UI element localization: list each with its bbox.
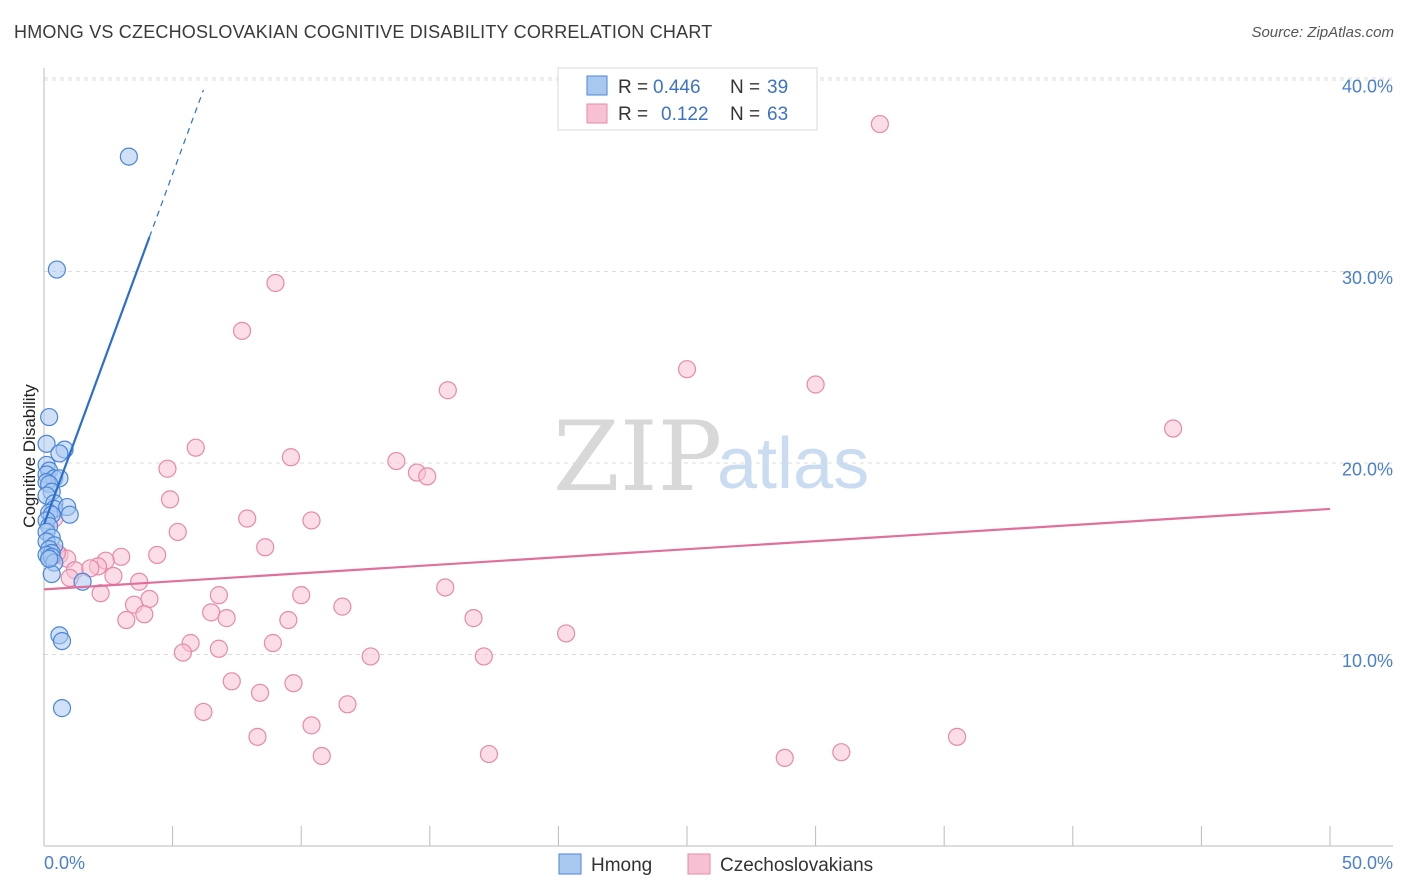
- watermark-atlas: atlas: [717, 424, 869, 504]
- czech-point: [677, 360, 697, 379]
- czech-point: [438, 381, 457, 400]
- hmong-point: [60, 505, 79, 524]
- czechoslovakians-points: [45, 114, 1183, 768]
- x-tick-label-min: 0.0%: [44, 853, 85, 873]
- source-note: Source: ZipAtlas.com: [1251, 24, 1394, 41]
- czech-point: [775, 748, 794, 768]
- hmong-bottom-swatch: [558, 853, 582, 875]
- hmong-points: [37, 147, 138, 718]
- czech-point: [202, 603, 221, 622]
- czech-point: [158, 459, 177, 478]
- czech-r-value: 0.122: [661, 104, 709, 125]
- czech-point: [238, 509, 257, 528]
- czech-point: [250, 683, 270, 702]
- czech-n-value: 63: [767, 104, 788, 125]
- y-tick-labels: 10.0% 20.0% 30.0% 40.0%: [1342, 77, 1393, 672]
- y-tick-label: 30.0%: [1342, 268, 1393, 288]
- hmong-r-value: 0.446: [653, 77, 701, 98]
- hmong-point: [50, 444, 69, 463]
- czech-point: [186, 438, 205, 457]
- hmong-r-label: R =: [618, 77, 648, 98]
- czech-point: [947, 727, 967, 746]
- hmong-legend-label: Hmong: [591, 855, 652, 876]
- axes: [43, 68, 1393, 847]
- czech-point: [160, 490, 180, 509]
- czech-trend-line: [43, 507, 1331, 591]
- y-tick-label: 20.0%: [1342, 460, 1393, 480]
- hmong-point: [52, 699, 72, 718]
- hmong-point: [47, 260, 66, 279]
- czech-point: [557, 624, 576, 643]
- y-axis-title: Cognitive Disability: [20, 384, 39, 528]
- czech-point: [806, 375, 825, 394]
- czech-point: [464, 609, 483, 628]
- czech-n-label: N =: [730, 104, 760, 125]
- czech-point: [266, 273, 285, 293]
- czech-point: [148, 545, 167, 565]
- czech-legend-label: Czechoslovakians: [720, 855, 873, 876]
- czech-point: [387, 451, 406, 471]
- hmong-point: [119, 147, 138, 166]
- czech-point: [263, 633, 283, 653]
- czech-point: [117, 610, 136, 630]
- czech-point: [333, 597, 352, 616]
- hmong-point: [40, 407, 59, 427]
- czech-point: [135, 605, 154, 624]
- czech-point: [302, 511, 321, 530]
- czech-point: [232, 321, 252, 340]
- hmong-n-value: 39: [767, 77, 788, 98]
- czech-point: [168, 522, 187, 542]
- czech-point: [222, 672, 241, 691]
- czech-point: [112, 547, 131, 566]
- czech-point: [81, 559, 100, 578]
- czech-point: [281, 448, 301, 467]
- hmong-point: [40, 549, 59, 568]
- czech-point: [1164, 419, 1183, 438]
- czech-point: [284, 674, 303, 693]
- czech-point: [209, 586, 228, 605]
- czech-r-label: R =: [618, 104, 648, 125]
- czech-point: [194, 702, 213, 722]
- czech-legend-swatch: [586, 103, 608, 124]
- czech-point: [312, 746, 331, 766]
- czech-point: [140, 589, 159, 609]
- trend-lines: [42, 89, 1331, 591]
- czech-point: [361, 647, 380, 666]
- czech-point: [91, 584, 110, 603]
- y-tick-label: 40.0%: [1342, 77, 1393, 97]
- stats-legend: R = 0.446 N = 39 R = 0.122 N = 63: [557, 67, 818, 131]
- czech-point: [130, 572, 149, 591]
- hmong-legend-swatch: [586, 75, 608, 96]
- czech-point: [870, 114, 890, 134]
- hmong-trend-extension: [148, 89, 205, 238]
- czech-point: [209, 639, 228, 658]
- czech-point: [338, 695, 357, 714]
- czech-point: [302, 716, 321, 735]
- chart-title: HMONG VS CZECHOSLOVAKIAN COGNITIVE DISAB…: [14, 22, 713, 42]
- x-tick-label-max: 50.0%: [1342, 853, 1393, 873]
- czech-point: [104, 566, 123, 586]
- czech-point: [217, 609, 236, 628]
- czech-bottom-swatch: [687, 853, 711, 875]
- czech-point: [436, 578, 455, 597]
- czech-point: [279, 610, 298, 630]
- watermark-zip: ZIP: [553, 401, 722, 513]
- czech-point: [256, 538, 275, 557]
- czech-point: [292, 586, 311, 605]
- hmong-trend-line: [42, 236, 151, 525]
- czech-point: [248, 727, 267, 746]
- hmong-point: [37, 434, 56, 453]
- czech-point: [173, 643, 192, 662]
- czech-point: [832, 743, 851, 762]
- y-tick-label: 10.0%: [1342, 651, 1393, 671]
- czech-point: [418, 467, 437, 486]
- czech-point: [479, 744, 499, 764]
- series-legend: Hmong Czechoslovakians: [558, 853, 873, 876]
- grid-lines: [44, 77, 1393, 655]
- czech-point: [474, 647, 493, 666]
- hmong-point: [42, 564, 61, 584]
- hmong-point: [52, 631, 72, 651]
- hmong-n-label: N =: [730, 77, 760, 98]
